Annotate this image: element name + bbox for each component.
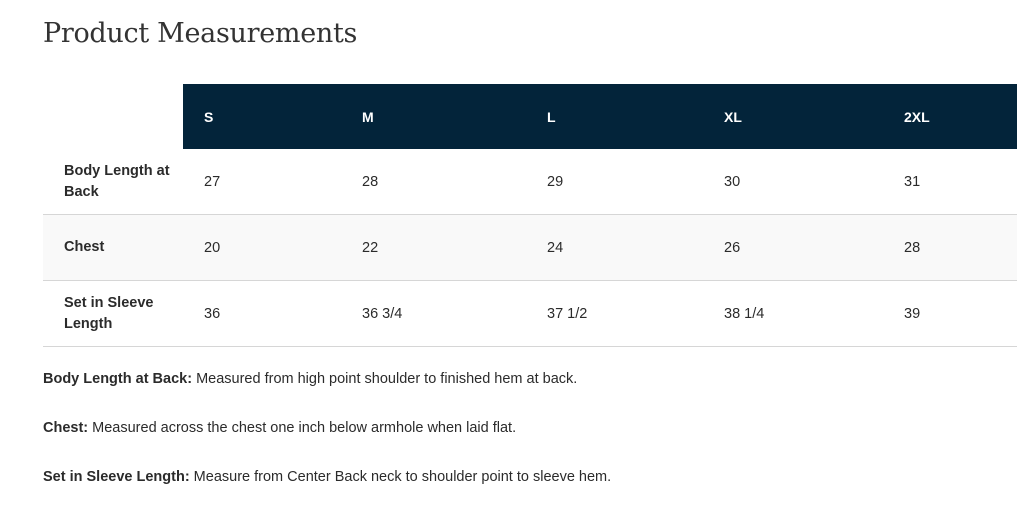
cell: 36 3/4 — [341, 280, 526, 347]
table-row: Body Length at Back 27 28 29 30 31 — [43, 149, 1017, 215]
note: Set in Sleeve Length: Measure from Cente… — [43, 468, 611, 486]
cell: 39 — [883, 280, 1017, 347]
cell: 36 — [183, 280, 341, 347]
header-size: L — [526, 84, 703, 149]
row-label: Set in Sleeve Length — [43, 280, 183, 347]
table-row: Chest 20 22 24 26 28 — [43, 214, 1017, 281]
header-size: S — [183, 84, 341, 149]
cell: 30 — [703, 149, 883, 215]
measurements-table: S M L XL 2XL Body Length at Back 27 28 2… — [43, 84, 1017, 347]
measurement-notes: Body Length at Back: Measured from high … — [43, 370, 611, 517]
note-term: Body Length at Back: — [43, 371, 193, 387]
cell: 37 1/2 — [526, 280, 703, 347]
table-row: Set in Sleeve Length 36 36 3/4 37 1/2 38… — [43, 280, 1017, 347]
header-blank — [43, 84, 183, 149]
header-row: S M L XL 2XL — [43, 84, 1017, 149]
note-term: Set in Sleeve Length: — [43, 469, 190, 485]
header-size: 2XL — [883, 84, 1017, 149]
note-text: Measured from high point shoulder to fin… — [192, 371, 578, 387]
header-size: XL — [703, 84, 883, 149]
header-size: M — [341, 84, 526, 149]
cell: 20 — [183, 214, 341, 281]
cell: 28 — [341, 149, 526, 215]
note-term: Chest: — [43, 420, 89, 436]
page-title: Product Measurements — [43, 18, 358, 49]
cell: 26 — [703, 214, 883, 281]
note-text: Measure from Center Back neck to shoulde… — [189, 469, 612, 485]
note-text: Measured across the chest one inch below… — [88, 420, 517, 436]
cell: 31 — [883, 149, 1017, 215]
note: Chest: Measured across the chest one inc… — [43, 419, 611, 437]
cell: 38 1/4 — [703, 280, 883, 347]
row-label: Chest — [43, 214, 183, 281]
cell: 27 — [183, 149, 341, 215]
cell: 24 — [526, 214, 703, 281]
cell: 22 — [341, 214, 526, 281]
cell: 28 — [883, 214, 1017, 281]
cell: 29 — [526, 149, 703, 215]
note: Body Length at Back: Measured from high … — [43, 370, 611, 388]
row-label: Body Length at Back — [43, 149, 183, 215]
